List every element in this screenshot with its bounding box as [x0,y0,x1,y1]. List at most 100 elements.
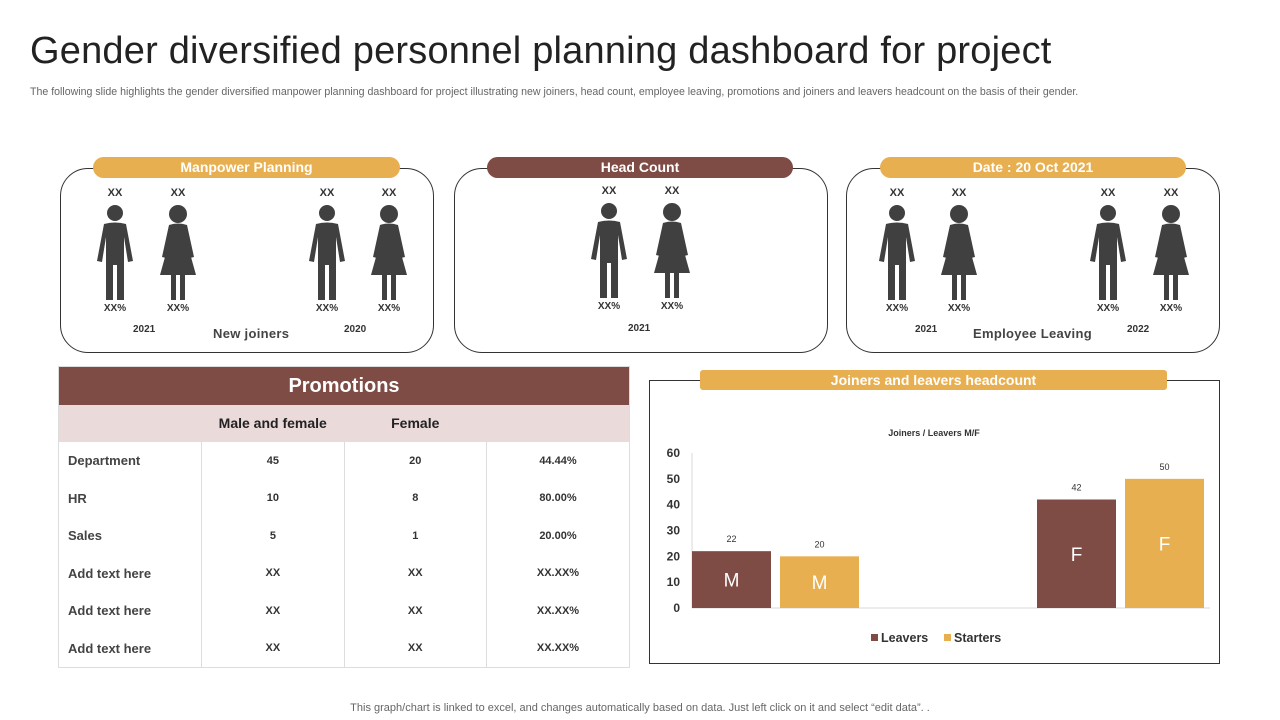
female-figure: XX XX% [1149,187,1193,314]
table-row: Sales 5 1 20.00% [59,517,629,555]
table-row: Add text here XX XX XX.XX% [59,629,629,667]
male-person-icon [879,205,915,300]
bar-starters-m [780,556,859,608]
female-value: 20 [344,442,487,480]
female-percent: XX% [166,303,190,314]
female-figure: XX XX% [650,185,694,312]
bar-value-label: 22 [726,534,736,544]
male-count: XX [601,185,617,197]
page-title: Gender diversified personnel planning da… [30,30,1052,72]
female-figure: XX XX% [937,187,981,314]
legend-swatch-leavers [871,634,878,641]
bar-starters-f [1125,478,1204,608]
male-percent: XX% [597,301,621,312]
female-value: XX [344,554,487,592]
promotions-title: Promotions [59,367,629,405]
row-label: Sales [59,517,203,555]
male-female-value: 45 [201,442,345,480]
male-female-value: XX [201,554,345,592]
legend-swatch-starters [944,634,951,641]
female-percent: XX% [947,303,971,314]
table-row: Add text here XX XX XX.XX% [59,592,629,630]
female-person-icon [1153,205,1189,300]
table-row: Department 45 20 44.44% [59,442,629,480]
percent-value: 80.00% [539,492,577,505]
bar-category-label: M [724,571,740,592]
percent-value: 44.44% [539,454,577,467]
bar-category-label: F [1071,545,1083,566]
table-row: Add text here XX XX XX.XX% [59,554,629,592]
bar-value-label: 20 [814,539,824,549]
male-person-icon [97,205,133,300]
male-count: XX [1100,187,1116,199]
manpower-planning-card: XX XX% XX XX% 2021 XX XX% XX XX% 2020 Ne… [60,168,434,353]
legend-label-leavers: Leavers [881,631,928,645]
year-label: 2021 [133,324,156,335]
employee-leaving-card: XX XX% XX XX% 2021 XX XX% XX XX% 2022 Em… [846,168,1220,353]
joiners-leavers-chart[interactable]: Joiners / Leavers M/F 0 10 20 30 40 50 60 22 M 20 M… [650,381,1219,663]
male-person-icon [309,205,345,300]
promotions-header-row: Male and female Female [59,405,629,442]
col-female: Female [391,415,440,431]
female-percent: XX% [377,303,401,314]
female-count: XX [381,187,397,199]
col-male-and-female: Male and female [218,415,327,431]
row-label: Add text here [59,554,203,592]
promotions-table: Promotions Male and female Female Depart… [58,366,630,668]
percent-value: 20.00% [539,529,577,542]
female-count: XX [1163,187,1179,199]
head-count-label: Head Count [487,157,793,178]
male-person-icon [1090,205,1126,300]
row-label: Department [59,442,203,480]
female-person-icon [371,205,407,300]
male-percent: XX% [103,303,127,314]
male-percent: XX% [315,303,339,314]
new-joiners-caption: New joiners [213,326,290,341]
female-value: XX [344,629,487,667]
male-figure: XX XX% [305,187,349,314]
bar-value-label: 42 [1071,483,1081,493]
y-tick-label: 50 [667,472,681,486]
year-label: 2022 [1127,324,1150,335]
male-percent: XX% [885,303,909,314]
female-value: 8 [344,479,487,517]
y-tick-label: 60 [667,446,681,460]
employee-leaving-caption: Employee Leaving [973,326,1092,341]
male-person-icon [591,203,627,298]
row-label: Add text here [59,592,203,630]
footer-note: This graph/chart is linked to excel, and… [350,702,930,714]
male-count: XX [107,187,123,199]
bar-category-label: F [1159,534,1171,555]
male-female-value: XX [201,629,345,667]
female-percent: XX% [1159,303,1183,314]
y-tick-label: 30 [667,524,681,538]
female-person-icon [160,205,196,300]
table-row: HR 10 8 80.00% [59,479,629,517]
female-count: XX [170,187,186,199]
chart-title: Joiners / Leavers M/F [888,428,980,438]
y-tick-label: 10 [667,575,681,589]
female-figure: XX XX% [156,187,200,314]
percent-value: XX.XX% [536,642,580,655]
joiners-leavers-label: Joiners and leavers headcount [700,370,1167,390]
year-label: 2020 [344,324,367,335]
bar-leavers-m [692,551,771,608]
year-label: 2021 [915,324,938,335]
y-tick-label: 0 [673,601,680,615]
female-figure: XX XX% [367,187,411,314]
male-figure: XX XX% [875,187,919,314]
year-label: 2021 [628,323,651,334]
joiners-leavers-chart-frame: Joiners / Leavers M/F 0 10 20 30 40 50 60 22 M 20 M… [649,380,1220,664]
manpower-planning-label: Manpower Planning [93,157,400,178]
head-count-card: XX XX% XX XX% 2021 [454,168,828,353]
bar-category-label: M [812,573,828,594]
female-person-icon [941,205,977,300]
male-figure: XX XX% [93,187,137,314]
male-figure: XX XX% [587,185,631,312]
female-person-icon [654,203,690,298]
bar-leavers-f [1037,499,1116,608]
legend-label-starters: Starters [954,631,1001,645]
promotions-body: Department 45 20 44.44% HR 10 8 80.00% S… [59,442,629,667]
male-female-value: 10 [201,479,345,517]
date-label: Date : 20 Oct 2021 [880,157,1186,178]
